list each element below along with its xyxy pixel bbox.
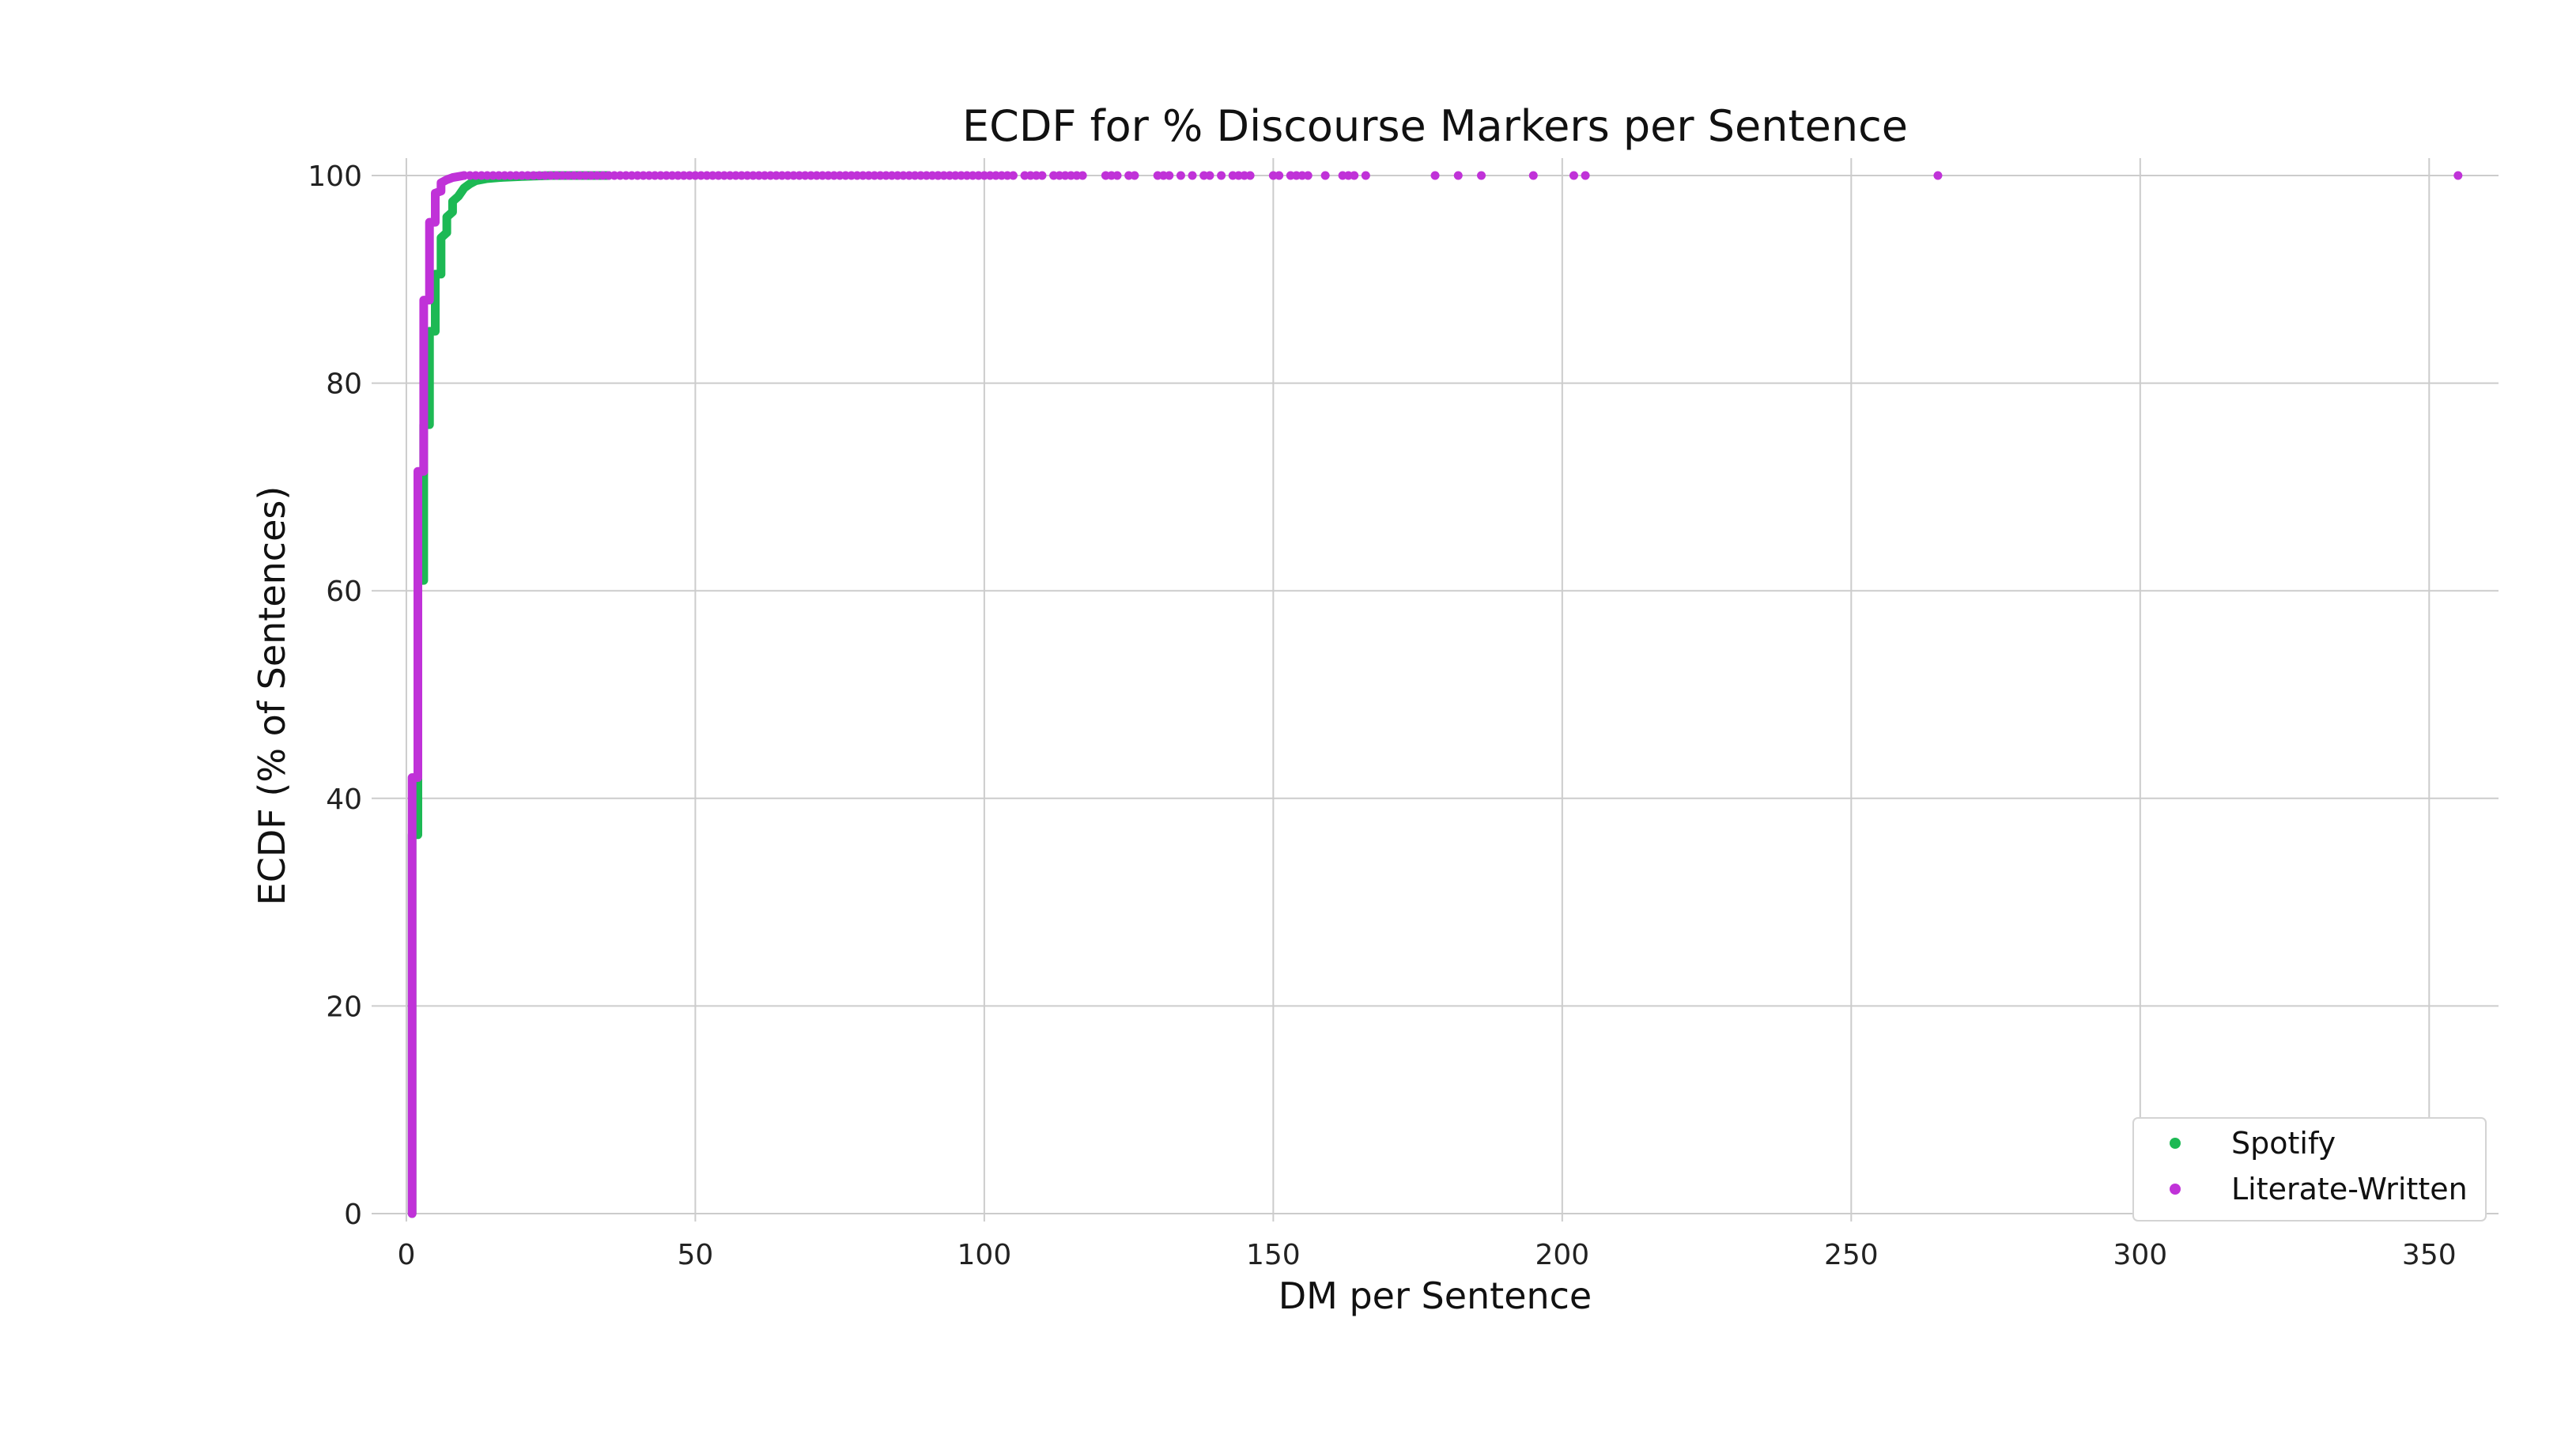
y-axis-ticks: 0 20 40 60 80 100 (308, 160, 362, 1231)
data-point (1933, 171, 1943, 180)
x-tick-label: 50 (678, 1239, 714, 1271)
x-axis-label: DM per Sentence (1279, 1274, 1592, 1317)
data-point (1477, 171, 1486, 180)
data-point (1205, 171, 1214, 180)
x-tick-label: 250 (1824, 1239, 1879, 1271)
y-tick-label: 20 (326, 991, 362, 1023)
data-point (1569, 171, 1578, 180)
data-point (1320, 171, 1330, 180)
x-tick-label: 350 (2402, 1239, 2457, 1271)
plot-area (407, 171, 2463, 1218)
data-point (2453, 171, 2463, 180)
data-point (1112, 171, 1122, 180)
legend-label-spotify: Spotify (2231, 1126, 2336, 1161)
chart-title: ECDF for % Discourse Markers per Sentenc… (962, 101, 1908, 151)
legend-marker-literate-written (2170, 1184, 2181, 1195)
y-tick-label: 60 (326, 576, 362, 608)
y-axis-label: ECDF (% of Sentences) (251, 486, 293, 906)
y-tick-label: 0 (344, 1199, 362, 1231)
legend-marker-spotify (2170, 1138, 2181, 1149)
data-point (1245, 171, 1255, 180)
data-point (1165, 171, 1174, 180)
ecdf-step-line (407, 171, 469, 1218)
data-point (1303, 171, 1313, 180)
y-tick-label: 100 (308, 160, 362, 193)
series-literate-written (407, 171, 2463, 1218)
y-tick-label: 40 (326, 784, 362, 816)
data-point (1037, 171, 1047, 180)
data-point (1188, 171, 1197, 180)
x-tick-label: 0 (397, 1239, 415, 1271)
data-point (1581, 171, 1590, 180)
data-point (1453, 171, 1463, 180)
data-point (1528, 171, 1538, 180)
data-point (1430, 171, 1440, 180)
data-point (1217, 171, 1226, 180)
x-tick-label: 100 (958, 1239, 1012, 1271)
x-tick-label: 300 (2113, 1239, 2167, 1271)
x-tick-label: 150 (1246, 1239, 1301, 1271)
data-point (1176, 171, 1185, 180)
data-point (1078, 171, 1087, 180)
data-point (1275, 171, 1284, 180)
y-tick-label: 80 (326, 368, 362, 401)
x-tick-label: 200 (1535, 1239, 1589, 1271)
data-point (1361, 171, 1370, 180)
data-point (1350, 171, 1359, 180)
data-point (1008, 171, 1018, 180)
legend: Spotify Literate-Written (2132, 1117, 2487, 1222)
legend-frame (2132, 1117, 2487, 1222)
x-axis-ticks: 0 50 100 150 200 250 300 350 (397, 1214, 2457, 1271)
data-point (1130, 171, 1139, 180)
legend-label-literate-written: Literate-Written (2231, 1172, 2468, 1206)
